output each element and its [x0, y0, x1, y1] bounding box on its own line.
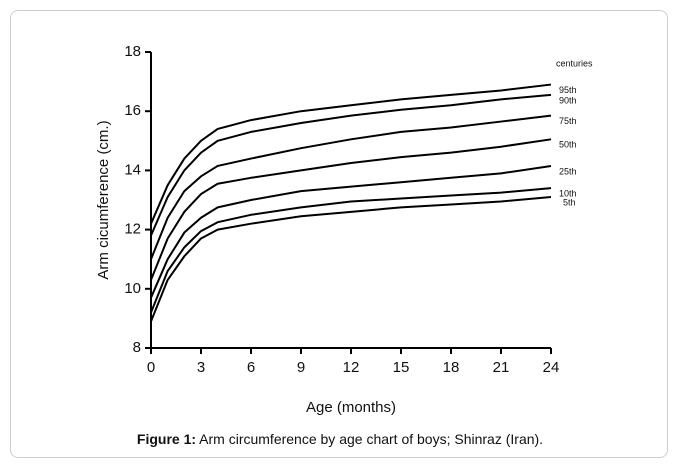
series-label: 90th — [559, 95, 577, 105]
series-label: 25th — [559, 166, 577, 176]
series-label: 95th — [559, 85, 577, 95]
x-tick-label: 0 — [147, 359, 155, 376]
caption: Figure 1: Arm circumference by age chart… — [137, 431, 543, 447]
y-tick-label: 10 — [124, 280, 141, 297]
x-tick-label: 21 — [493, 359, 510, 376]
series-label: 5th — [563, 197, 576, 207]
y-tick-label: 16 — [124, 102, 141, 119]
series-line — [150, 164, 552, 299]
series-line — [150, 187, 552, 313]
x-tick-label: 9 — [297, 359, 305, 376]
caption-label: Figure 1: — [137, 431, 196, 447]
series-label: 50th — [559, 140, 577, 150]
x-tick-label: 18 — [443, 359, 460, 376]
series-line — [150, 138, 552, 281]
series-label: 75th — [559, 116, 577, 126]
series-line — [150, 83, 552, 225]
x-tick-label: 24 — [543, 359, 560, 376]
caption-text: Arm circumference by age chart of boys; … — [199, 431, 543, 447]
y-tick-label: 8 — [133, 339, 141, 356]
y-tick-label: 14 — [124, 161, 141, 178]
x-tick-label: 6 — [247, 359, 255, 376]
y-tick-label: 18 — [124, 43, 141, 60]
x-axis-label: Age (months) — [306, 399, 396, 416]
series-line — [150, 196, 552, 322]
x-tick-label: 3 — [197, 359, 205, 376]
series-line — [150, 114, 552, 260]
series-line — [150, 93, 552, 236]
legend-title: centuries — [556, 58, 593, 68]
y-axis-label: Arm cicumference (cm.) — [95, 120, 112, 279]
x-tick-label: 12 — [343, 359, 360, 376]
x-tick-label: 15 — [393, 359, 410, 376]
y-tick-label: 12 — [124, 221, 141, 238]
figure-frame — [10, 10, 668, 458]
series-label: 10th — [559, 189, 577, 199]
